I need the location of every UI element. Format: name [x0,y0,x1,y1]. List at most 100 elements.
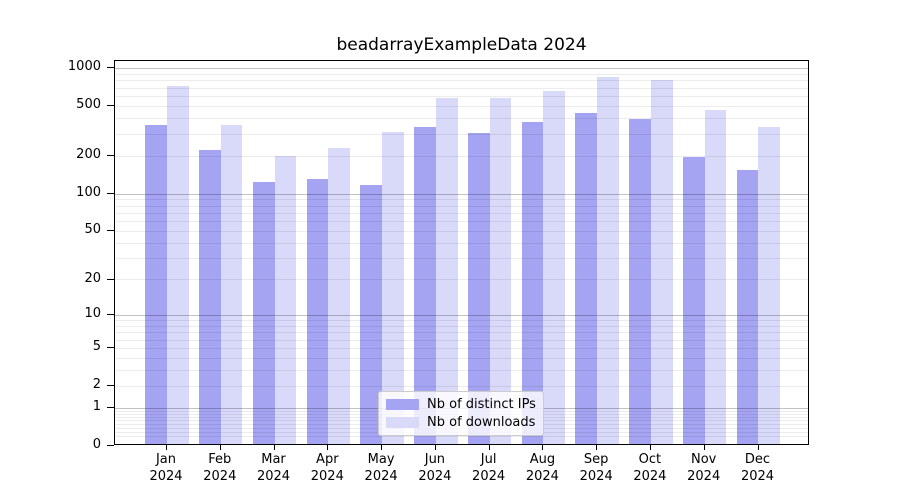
gridline [115,385,808,387]
x-tick-label: Feb 2024 [203,452,237,484]
gridline [115,314,808,316]
x-tick-label: May 2024 [364,452,398,484]
x-axis-tick [273,444,275,450]
x-axis-tick [327,444,329,450]
x-tick-label: Aug 2024 [525,452,559,484]
x-tick-label: Dec 2024 [740,452,775,484]
bar-aug-distinct-ips [521,122,544,444]
x-tick-label: Apr 2024 [310,452,344,484]
x-axis-tick [166,444,167,450]
gridline [115,332,808,334]
x-tick-label: Sep 2024 [579,452,613,484]
x-axis-tick [757,444,759,450]
gridline [115,193,808,195]
gridline [115,118,808,120]
y-axis-tick [107,384,114,386]
gridline [115,339,808,341]
x-axis-tick [381,444,383,450]
bar-jun-distinct-ips [414,127,436,444]
legend: Nb of distinct IPs Nb of downloads [378,391,544,436]
gridline [115,320,808,322]
y-axis-tick [107,229,114,231]
legend-swatch-distinct-ips [386,399,419,410]
x-tick-label: Oct 2024 [633,452,667,484]
legend-label-downloads: Nb of downloads [427,415,536,430]
y-axis-tick [107,192,114,194]
y-axis-tick [107,278,114,280]
bar-sep-distinct-ips [575,112,598,444]
bar-may-distinct-ips [360,184,383,444]
gridline [115,347,808,349]
bar-aug-downloads [543,90,566,444]
bar-mar-distinct-ips [252,181,275,444]
y-tick-label: 200 [76,146,101,162]
y-tick-label: 100 [76,184,101,200]
gridline [115,370,808,372]
gridline [115,258,808,260]
x-tick-label: Jun 2024 [418,452,452,484]
legend-item-distinct-ips: Nb of distinct IPs [386,397,536,412]
y-axis-tick [107,407,114,409]
legend-swatch-downloads [386,417,419,428]
x-axis-tick [703,444,705,450]
bar-may-downloads [382,131,404,444]
gridline [115,242,808,244]
bar-jan-downloads [167,86,189,444]
gridline [115,73,808,75]
legend-label-distinct-ips: Nb of distinct IPs [427,397,536,412]
y-tick-label: 10 [84,305,101,321]
gridline [115,199,808,201]
gridline [115,205,808,207]
plot-area [114,60,809,445]
bar-sep-downloads [597,77,619,444]
bar-oct-distinct-ips [629,118,651,444]
gridline [115,230,808,232]
x-axis-tick [219,444,221,450]
bar-feb-downloads [220,125,243,444]
bar-jul-downloads [489,97,512,444]
chart-title: beadarrayExampleData 2024 [336,35,587,55]
x-tick-label: Mar 2024 [256,452,291,484]
bar-jun-downloads [435,98,458,444]
gridline [115,95,808,97]
x-tick-label: Jan 2024 [149,452,183,484]
gridline [115,357,808,359]
gridline [115,436,808,438]
y-tick-label: 0 [92,437,101,452]
y-axis-tick [107,445,114,446]
x-axis-tick [488,444,490,450]
bar-nov-downloads [704,109,727,444]
bar-apr-distinct-ips [306,178,329,444]
bar-oct-downloads [650,80,673,444]
y-tick-label: 1 [92,399,101,415]
bar-mar-downloads [274,155,297,444]
x-axis-tick [649,444,651,450]
y-axis-tick [107,347,114,348]
y-tick-label: 2 [92,376,101,392]
bar-nov-distinct-ips [683,157,705,444]
bar-feb-distinct-ips [199,150,221,444]
gridline [115,221,808,223]
x-axis-tick [596,444,598,450]
y-axis-tick [107,105,114,106]
y-tick-label: 5 [92,339,101,354]
bar-jul-distinct-ips [467,133,490,444]
gridline [115,279,808,281]
gridline [115,80,808,82]
bar-dec-distinct-ips [736,169,759,444]
bar-jan-distinct-ips [145,125,167,444]
gridline [115,133,808,135]
y-tick-label: 50 [84,221,101,237]
x-tick-label: Jul 2024 [472,452,506,484]
gridline [115,212,808,214]
y-axis-tick [107,154,114,156]
y-tick-label: 20 [84,270,101,286]
gridline [115,68,808,70]
gridline [115,325,808,327]
y-tick-label: 500 [76,97,101,112]
y-tick-label: 1000 [67,59,101,75]
bar-apr-downloads [328,148,350,444]
gridline [115,155,808,157]
y-axis-tick [107,67,114,69]
